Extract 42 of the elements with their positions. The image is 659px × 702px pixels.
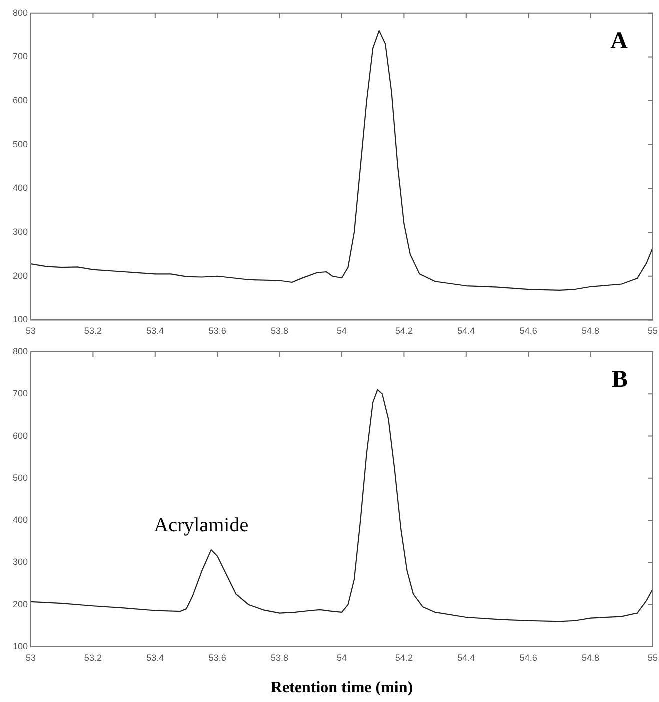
y-tick-label: 200 (12, 270, 28, 281)
x-tick-label: 55 (648, 652, 658, 663)
y-tick-label: 700 (12, 388, 28, 399)
x-tick-label: 53.6 (208, 326, 226, 336)
y-tick-label: 800 (12, 346, 28, 356)
x-tick-label: 53 (26, 326, 36, 336)
y-tick-label: 100 (12, 641, 28, 652)
x-tick-label: 54.6 (520, 326, 538, 336)
y-tick-label: 300 (12, 227, 28, 238)
annotation: A (610, 28, 629, 55)
x-tick-label: 54.8 (582, 326, 600, 336)
y-tick-label: 200 (12, 599, 28, 610)
y-tick-label: 300 (12, 557, 28, 568)
x-tick-label: 53.4 (146, 652, 164, 663)
annotation: B (612, 367, 628, 394)
x-tick-label: 54.2 (395, 326, 413, 336)
y-tick-label: 500 (12, 472, 28, 483)
x-tick-label: 54 (336, 326, 348, 336)
x-tick-label: 53.2 (84, 652, 102, 663)
x-tick-label: 54.8 (582, 652, 600, 663)
x-tick-label: 54.6 (520, 652, 538, 663)
x-tick-label: 54.4 (458, 652, 476, 663)
y-tick-label: 600 (12, 96, 28, 106)
y-tick-label: 100 (12, 314, 28, 325)
y-tick-label: 600 (12, 430, 28, 441)
x-tick-label: 53.2 (84, 326, 102, 336)
x-tick-label: 53.4 (146, 326, 164, 336)
x-tick-label: 53.8 (271, 652, 289, 663)
y-tick-label: 800 (12, 8, 28, 18)
x-axis-title: Retention time (min) (270, 680, 414, 697)
y-tick-label: 700 (12, 52, 28, 62)
y-tick-label: 500 (12, 139, 28, 150)
x-tick-label: 53 (26, 652, 36, 663)
y-tick-label: 400 (12, 515, 28, 526)
x-tick-label: 53.6 (208, 652, 226, 663)
annotation: Acrylamide (154, 514, 249, 536)
x-tick-label: 54 (336, 652, 348, 663)
x-tick-label: 55 (648, 326, 658, 336)
y-tick-label: 400 (12, 183, 28, 194)
x-tick-label: 54.4 (458, 326, 476, 336)
x-tick-label: 53.8 (271, 326, 289, 336)
x-tick-label: 54.2 (395, 652, 413, 663)
